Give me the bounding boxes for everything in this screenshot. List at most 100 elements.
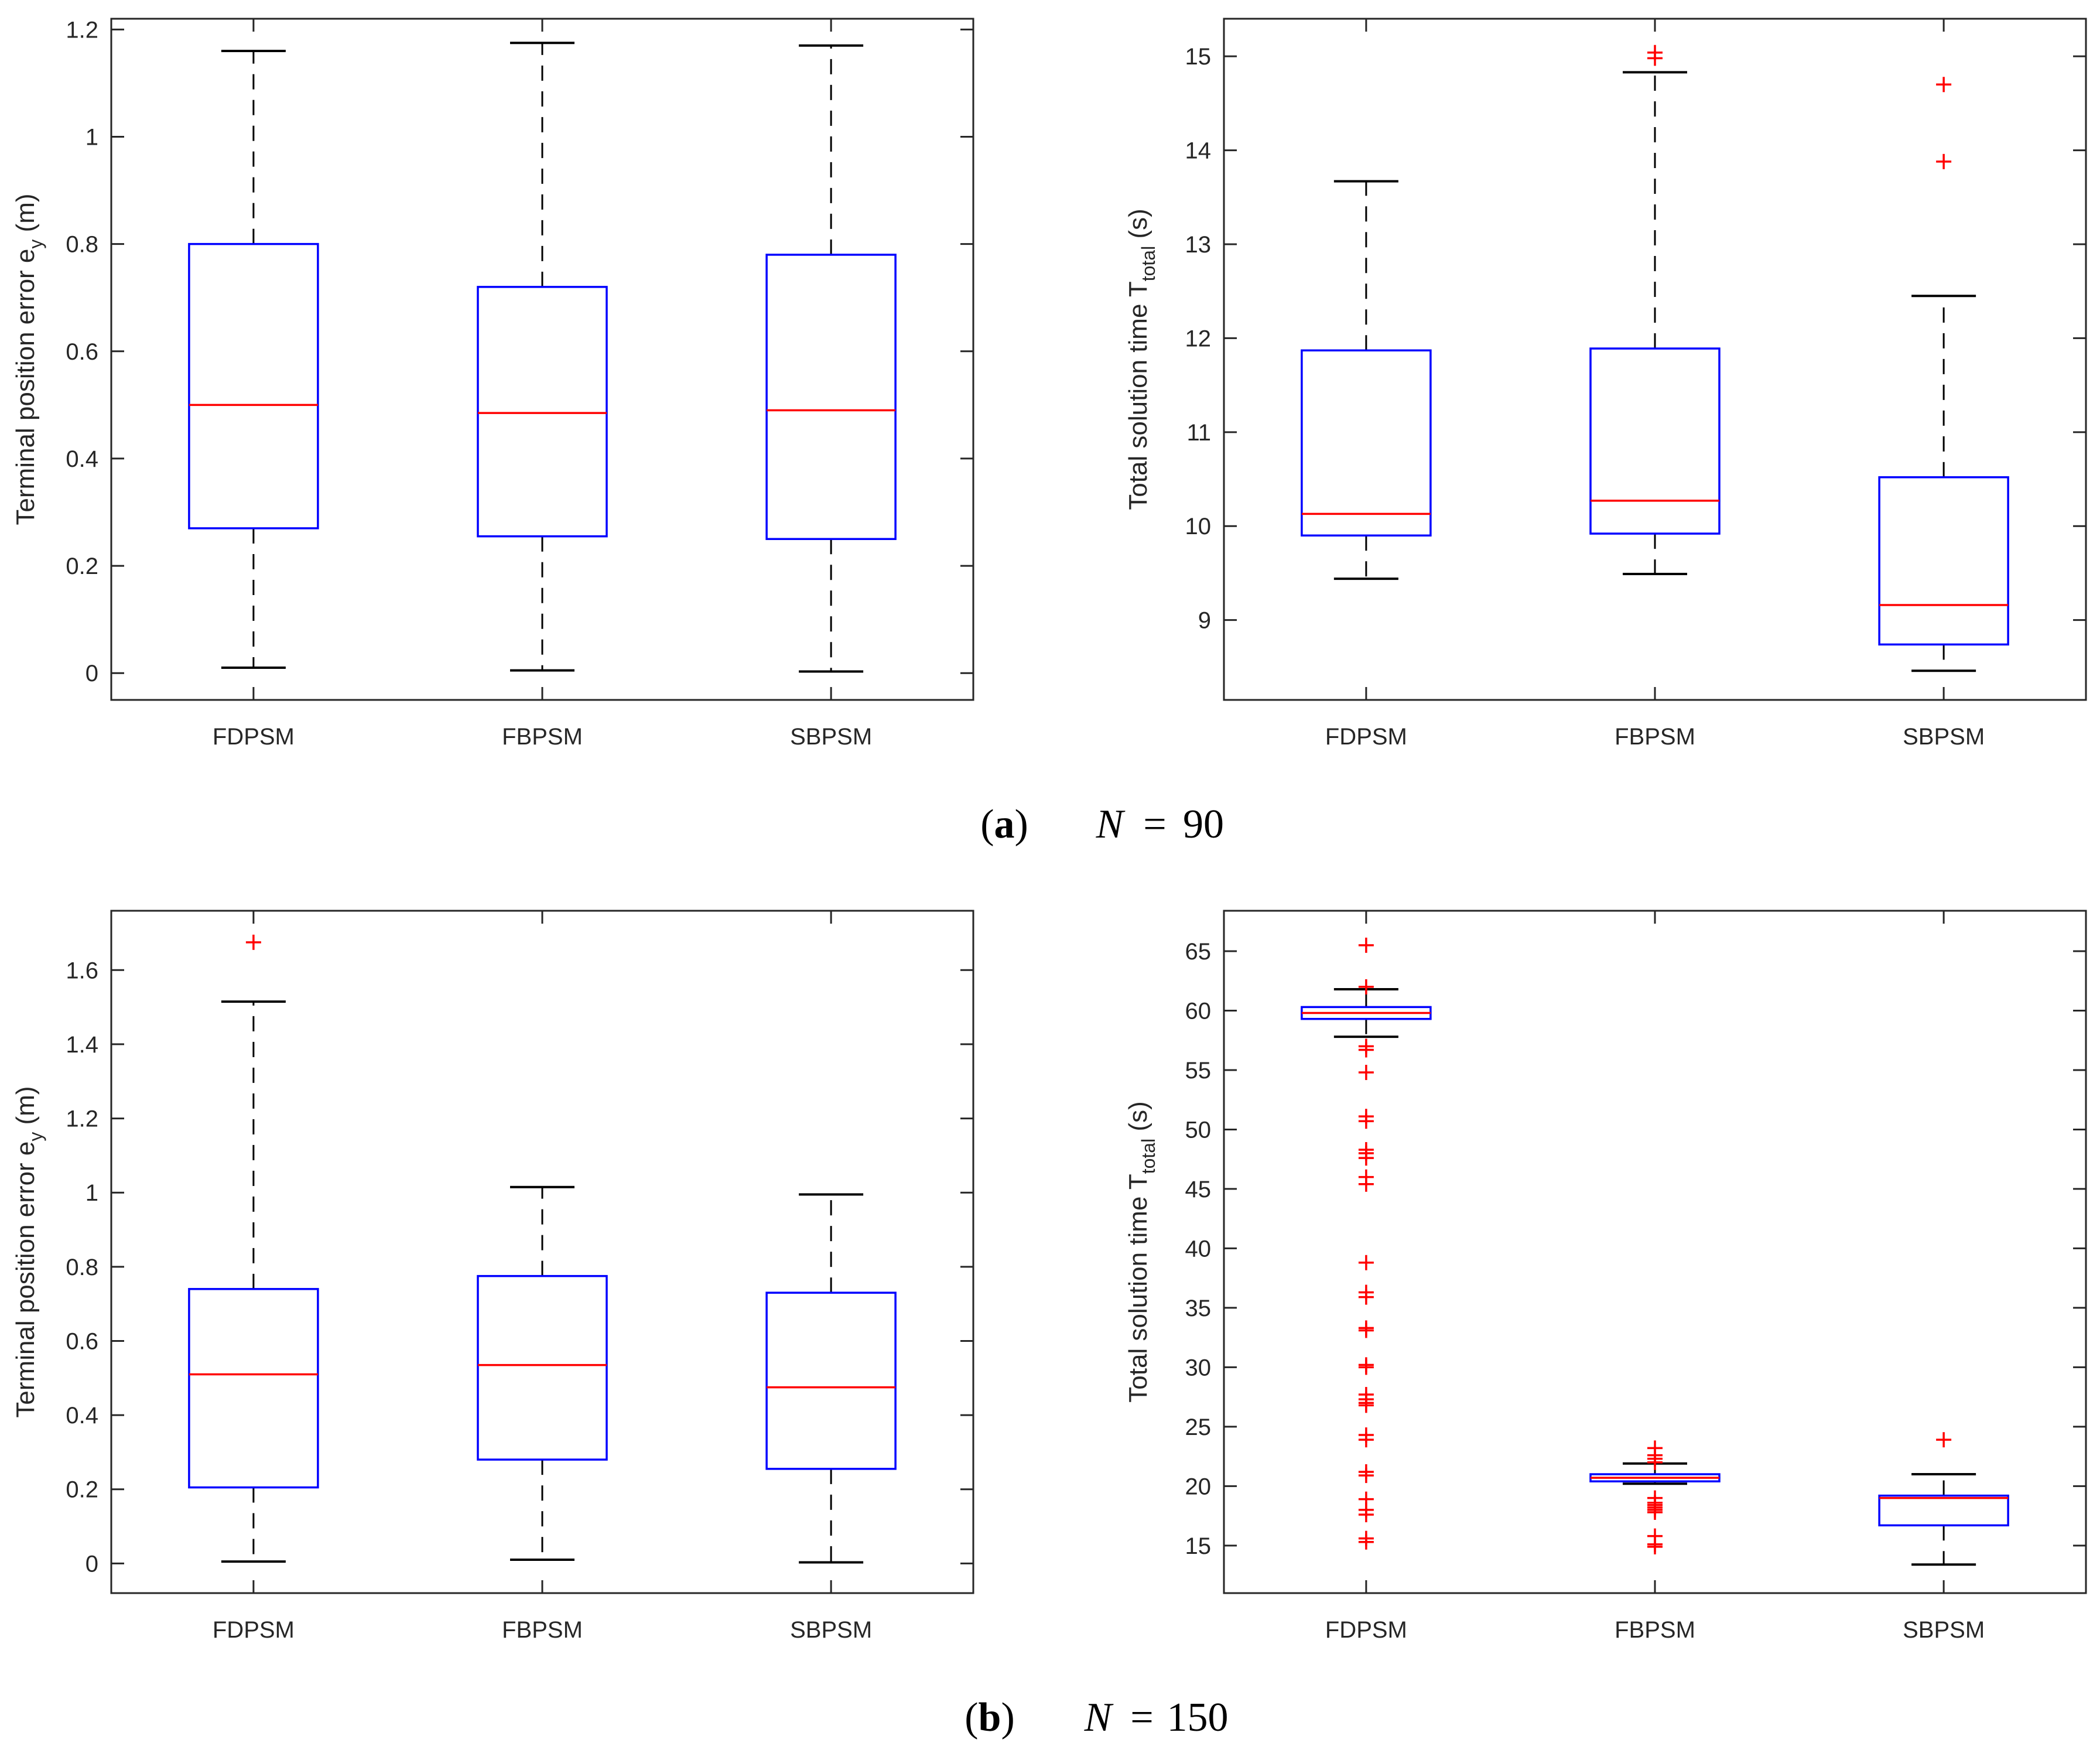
y-tick-label: 9: [1198, 608, 1211, 634]
y-tick-label: 0.2: [66, 553, 98, 579]
y-tick-label: 30: [1185, 1355, 1212, 1380]
x-tick-label-fdpsm: FDPSM: [213, 724, 295, 750]
box-sbpsm: [1878, 1432, 2009, 1566]
box-fbpsm: [477, 1185, 608, 1561]
y-tick-label: 0: [85, 1551, 98, 1577]
box-sbpsm: [1878, 77, 2009, 672]
y-tick-label: 20: [1185, 1474, 1212, 1499]
plot-frame: [1223, 18, 2087, 701]
y-tick-label: 35: [1185, 1296, 1212, 1321]
y-tick-label: 15: [1185, 44, 1212, 70]
outlier-marker: [1358, 937, 1374, 953]
outlier-marker: [245, 934, 261, 950]
box-fbpsm: [477, 42, 608, 672]
x-tick-label-fdpsm: FDPSM: [213, 1617, 295, 1643]
y-tick-label: 60: [1185, 998, 1212, 1024]
outlier-marker: [1358, 1397, 1374, 1413]
outlier-marker: [1358, 1042, 1374, 1058]
outlier-marker: [1358, 1359, 1374, 1375]
y-axis-label: Terminal position error ey (m): [11, 193, 46, 525]
interquartile-box: [477, 286, 608, 538]
outlier-marker: [1647, 1539, 1663, 1554]
x-tick-label-fdpsm: FDPSM: [1325, 724, 1407, 750]
y-axis-label-main: Total solution time T: [1124, 281, 1152, 510]
y-axis-label-subscript: total: [1138, 246, 1159, 281]
panel-a-right: 9 10 11 12 13 14 15 FDPSM FBPSM SBPSM Total soluti…: [1124, 18, 2087, 750]
outlier-marker: [1358, 1113, 1374, 1129]
y-tick-label: 13: [1185, 232, 1212, 258]
outlier-marker: [1936, 153, 1952, 169]
y-tick-label: 1.6: [66, 958, 98, 983]
panel-b-right: 15 20 25 30 35 40 45 50 55 60 65 FDPSM FBPSM SBPSM Tot…: [1124, 910, 2087, 1643]
y-tick-label: 12: [1185, 326, 1212, 351]
interquartile-box: [1878, 476, 2009, 646]
y-tick-label: 0.4: [66, 446, 98, 472]
y-axis-label: Terminal position error ey (m): [11, 1086, 46, 1417]
caption-a-open-paren: (: [980, 802, 994, 847]
outlier-marker: [1936, 1432, 1952, 1448]
y-axis-label-unit: (s): [1124, 1101, 1152, 1139]
y-axis-label-unit: (m): [11, 1086, 40, 1132]
y-tick-label: 0.8: [66, 1255, 98, 1280]
caption-a-close-paren: ): [1015, 802, 1028, 847]
outlier-marker: [1358, 1468, 1374, 1484]
outlier-marker: [1358, 1176, 1374, 1192]
caption-a-value: 90: [1183, 802, 1224, 847]
interquartile-box: [1878, 1494, 2009, 1527]
outlier-marker: [1358, 979, 1374, 995]
y-tick-label: 14: [1185, 138, 1212, 164]
x-tick-label-fbpsm: FBPSM: [1615, 724, 1695, 750]
y-axis-label-subscript: y: [25, 1132, 46, 1142]
y-tick-label: 0.6: [66, 339, 98, 365]
box-fdpsm: [1301, 937, 1432, 1550]
outlier-marker: [1358, 1432, 1374, 1448]
box-fbpsm: [1589, 1440, 1721, 1554]
interquartile-box: [188, 1288, 319, 1489]
caption-a-equals: =: [1143, 802, 1166, 847]
interquartile-box: [765, 254, 897, 541]
outlier-marker: [1647, 45, 1663, 60]
x-tick-label-fbpsm: FBPSM: [1615, 1617, 1695, 1643]
x-tick-label-fbpsm: FBPSM: [502, 724, 583, 750]
x-tick-label-fbpsm: FBPSM: [502, 1617, 583, 1643]
caption-b: (b) N = 150: [965, 1695, 1228, 1740]
outlier-marker: [1358, 1255, 1374, 1270]
caption-b-value: 150: [1167, 1695, 1229, 1740]
outlier-marker: [1358, 1534, 1374, 1550]
y-axis-label-main: Terminal position error e: [11, 249, 40, 525]
y-tick-label: 45: [1185, 1177, 1212, 1202]
y-tick-label: 1.4: [66, 1032, 98, 1058]
caption-b-open-paren: (: [965, 1695, 978, 1740]
outlier-marker: [1358, 1150, 1374, 1166]
y-tick-label: 15: [1185, 1533, 1212, 1559]
outlier-marker: [1647, 1454, 1663, 1470]
y-tick-label: 0: [85, 661, 98, 686]
interquartile-box: [1301, 349, 1432, 537]
interquartile-box: [765, 1291, 897, 1470]
caption-a-letter: a: [994, 802, 1015, 847]
x-tick-label-sbpsm: SBPSM: [1903, 724, 1985, 750]
y-axis-label-subscript: y: [25, 240, 46, 249]
caption-b-variable: N: [1084, 1695, 1114, 1740]
x-tick-label-sbpsm: SBPSM: [790, 1617, 872, 1643]
box-sbpsm: [765, 1193, 897, 1564]
caption-a-variable: N: [1096, 802, 1126, 847]
x-tick-label-sbpsm: SBPSM: [790, 724, 872, 750]
y-axis-label-main: Terminal position error e: [11, 1142, 40, 1418]
outlier-marker: [1647, 1504, 1663, 1520]
outlier-marker: [1358, 1065, 1374, 1081]
panel-a-left: 0 0.2 0.4 0.6 0.8 1 1.2 FDPSM FBPSM SBPSM Terminal…: [11, 17, 974, 750]
outlier-marker: [1358, 1289, 1374, 1305]
outlier-marker: [1936, 77, 1952, 93]
svg-text:(b): (b): [965, 1695, 1015, 1740]
y-tick-label: 50: [1185, 1117, 1212, 1143]
y-tick-label: 65: [1185, 939, 1212, 965]
box-fdpsm: [188, 49, 319, 669]
y-tick-label: 0.6: [66, 1328, 98, 1354]
y-tick-label: 10: [1185, 514, 1212, 539]
y-tick-label: 1: [85, 124, 98, 150]
y-tick-label: 1.2: [66, 17, 98, 43]
box-fdpsm: [188, 934, 319, 1563]
box-fbpsm: [1589, 45, 1721, 576]
